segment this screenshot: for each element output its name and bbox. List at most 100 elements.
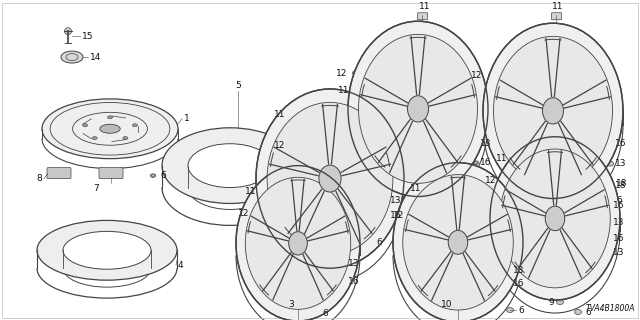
Text: 8: 8	[36, 174, 42, 183]
Text: 2: 2	[307, 265, 313, 274]
Ellipse shape	[473, 161, 479, 164]
Ellipse shape	[348, 21, 488, 196]
Text: 12: 12	[470, 71, 482, 81]
FancyBboxPatch shape	[417, 13, 428, 20]
Text: 11: 11	[419, 2, 431, 11]
Text: 18: 18	[615, 181, 627, 190]
Ellipse shape	[545, 206, 564, 231]
Ellipse shape	[605, 236, 611, 240]
Ellipse shape	[267, 102, 393, 255]
Ellipse shape	[83, 124, 88, 127]
Ellipse shape	[381, 214, 387, 217]
Ellipse shape	[367, 240, 374, 245]
Text: 1: 1	[184, 114, 189, 123]
Text: 12: 12	[392, 211, 404, 220]
Text: 13: 13	[480, 139, 492, 148]
Ellipse shape	[410, 213, 417, 218]
Text: 13: 13	[513, 266, 525, 275]
FancyBboxPatch shape	[353, 92, 364, 100]
Ellipse shape	[472, 146, 479, 151]
Ellipse shape	[150, 174, 156, 177]
Ellipse shape	[42, 99, 178, 159]
FancyBboxPatch shape	[260, 192, 271, 199]
Ellipse shape	[490, 137, 620, 300]
Ellipse shape	[605, 220, 611, 225]
Ellipse shape	[607, 183, 614, 188]
Ellipse shape	[132, 124, 138, 127]
Ellipse shape	[504, 268, 511, 273]
FancyBboxPatch shape	[552, 13, 561, 20]
FancyBboxPatch shape	[47, 168, 71, 179]
Ellipse shape	[607, 147, 613, 150]
Ellipse shape	[403, 175, 513, 310]
FancyBboxPatch shape	[287, 119, 298, 126]
Text: 12: 12	[484, 176, 496, 185]
Ellipse shape	[61, 51, 83, 63]
Ellipse shape	[557, 300, 563, 305]
Ellipse shape	[123, 137, 128, 140]
Ellipse shape	[543, 98, 563, 124]
Ellipse shape	[108, 116, 113, 119]
Ellipse shape	[607, 198, 614, 203]
Text: 6: 6	[322, 308, 328, 317]
Ellipse shape	[188, 144, 272, 188]
Text: 18: 18	[616, 179, 627, 188]
Ellipse shape	[289, 232, 307, 255]
Ellipse shape	[353, 70, 360, 76]
Ellipse shape	[245, 177, 351, 309]
Text: 16: 16	[513, 279, 525, 288]
FancyBboxPatch shape	[99, 168, 123, 179]
Ellipse shape	[605, 209, 611, 212]
Circle shape	[65, 28, 72, 35]
FancyBboxPatch shape	[426, 189, 435, 196]
Text: TVA4B1800A: TVA4B1800A	[586, 304, 635, 313]
Text: 16: 16	[613, 201, 625, 210]
Ellipse shape	[381, 198, 387, 203]
Text: 13: 13	[613, 248, 625, 257]
Ellipse shape	[37, 220, 177, 280]
Text: 11: 11	[337, 86, 349, 95]
Text: 11: 11	[495, 154, 507, 163]
Ellipse shape	[100, 124, 120, 133]
Text: 4: 4	[178, 261, 184, 270]
Ellipse shape	[312, 310, 319, 316]
FancyBboxPatch shape	[511, 159, 522, 166]
Ellipse shape	[505, 281, 511, 285]
Ellipse shape	[236, 166, 360, 320]
Ellipse shape	[256, 89, 404, 268]
Ellipse shape	[448, 230, 468, 254]
Text: 5: 5	[235, 82, 241, 91]
Text: 9: 9	[548, 298, 554, 307]
Ellipse shape	[340, 279, 346, 283]
Text: 14: 14	[90, 52, 101, 61]
Ellipse shape	[255, 211, 262, 216]
Ellipse shape	[319, 165, 341, 192]
Ellipse shape	[493, 36, 612, 185]
Text: 17: 17	[388, 158, 399, 167]
Text: 13: 13	[390, 196, 401, 205]
Text: 6: 6	[585, 308, 591, 316]
Text: 12: 12	[237, 209, 249, 218]
Text: 11: 11	[244, 187, 256, 196]
Ellipse shape	[605, 250, 611, 255]
Text: 16: 16	[480, 158, 492, 167]
Text: 6: 6	[160, 171, 166, 180]
Text: 13: 13	[615, 159, 627, 168]
Text: 16: 16	[348, 277, 360, 286]
Ellipse shape	[92, 137, 97, 140]
Text: 7: 7	[93, 184, 99, 193]
Ellipse shape	[502, 178, 509, 183]
Ellipse shape	[488, 74, 495, 78]
Text: 11: 11	[410, 184, 421, 193]
Ellipse shape	[500, 149, 611, 288]
Text: 16: 16	[613, 234, 625, 243]
Text: 6: 6	[616, 196, 621, 205]
Ellipse shape	[449, 196, 456, 201]
Text: 6: 6	[518, 306, 524, 315]
Text: 3: 3	[288, 300, 294, 309]
Text: 15: 15	[82, 32, 93, 41]
Text: 10: 10	[441, 300, 452, 309]
Text: 6: 6	[376, 238, 381, 247]
FancyBboxPatch shape	[376, 164, 387, 171]
Ellipse shape	[393, 163, 523, 320]
